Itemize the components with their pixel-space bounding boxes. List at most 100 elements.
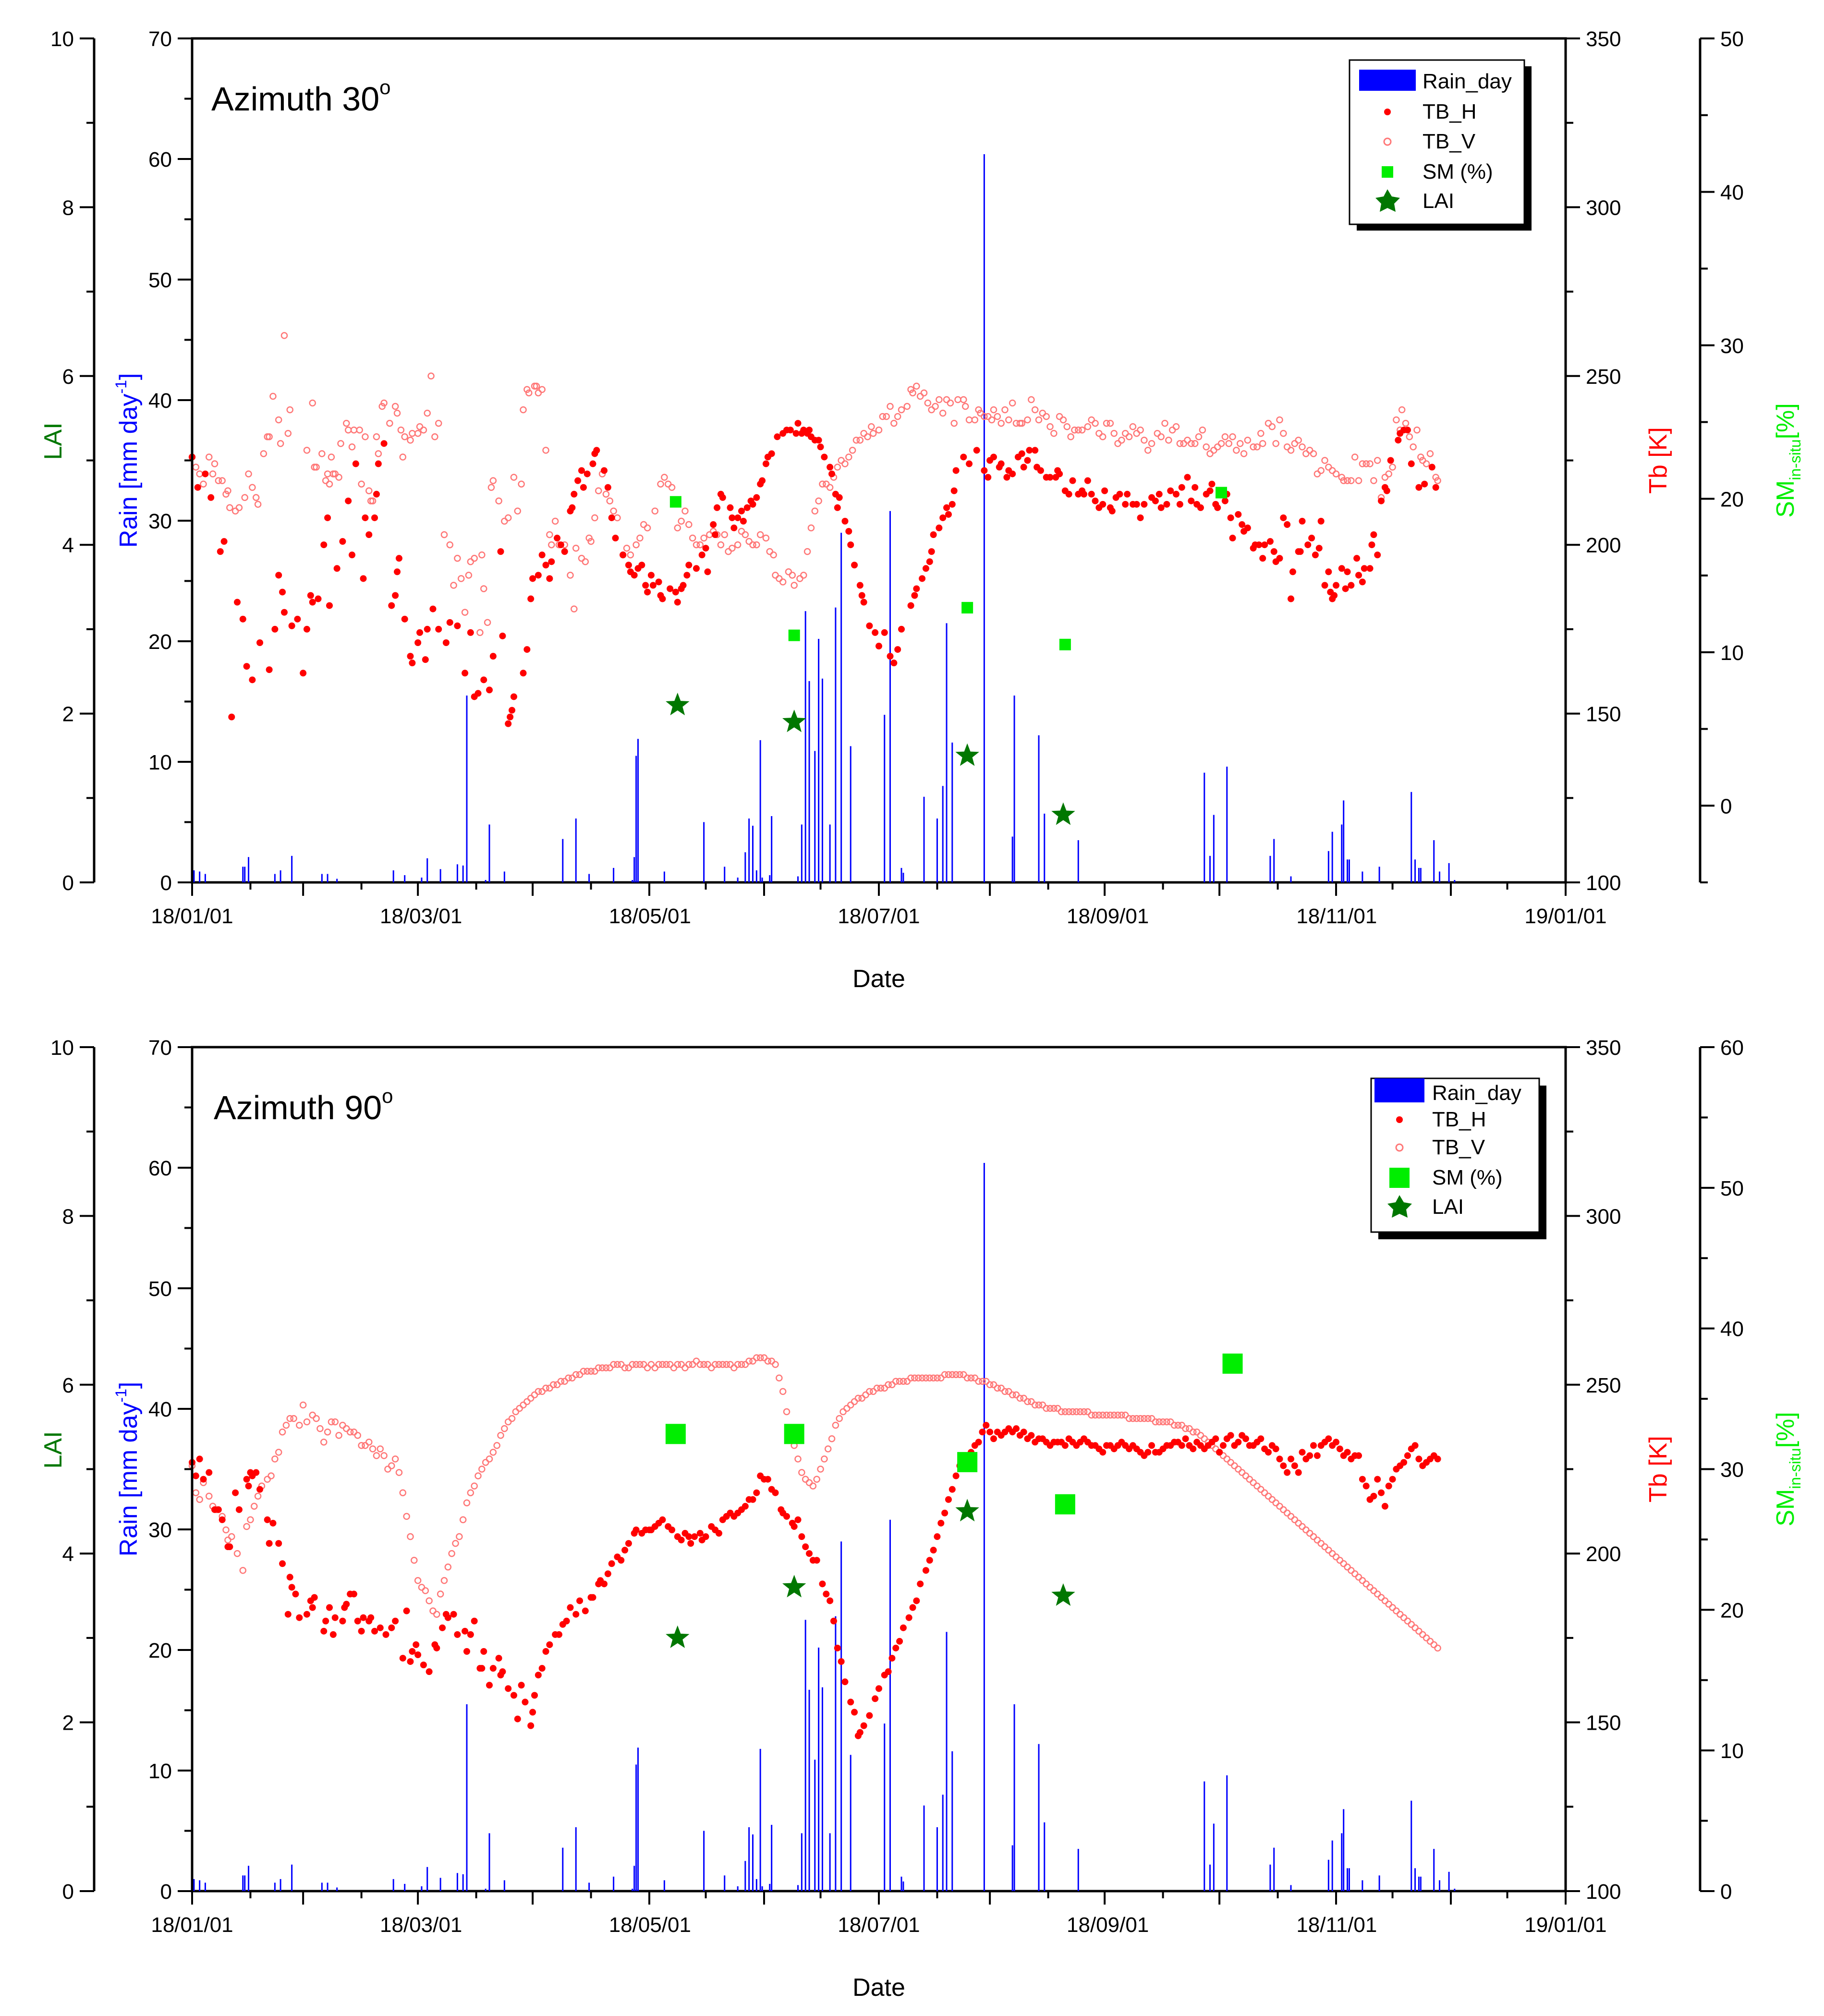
sm-axis-tick-label: 30	[1720, 334, 1744, 358]
tb-v-point	[1313, 1536, 1321, 1544]
tb-h-point	[1288, 595, 1294, 602]
tb-h-point	[505, 720, 512, 727]
tb-v-point	[1172, 423, 1180, 430]
tb-h-point	[567, 1604, 574, 1611]
tb-v-point	[322, 477, 329, 484]
tb-v-point	[399, 453, 407, 461]
date-tick-label: 18/05/01	[609, 1913, 691, 1937]
tb-v-point	[331, 470, 339, 477]
tb-h-point	[876, 1685, 882, 1692]
tb-v-point	[779, 578, 787, 586]
tb-v-point	[1133, 1415, 1140, 1422]
tb-h-point	[1227, 1432, 1234, 1439]
tb-v-point	[971, 416, 979, 424]
tb-v-point	[1099, 433, 1107, 440]
tb-v-point	[1257, 430, 1265, 437]
lai-axis-tick-label: 6	[62, 1374, 74, 1397]
tb-h-point	[497, 548, 504, 555]
tb-v-point	[324, 1428, 331, 1436]
tb-v-point	[939, 409, 947, 417]
tb-v-point	[802, 1476, 809, 1483]
tb-v-point	[1317, 1539, 1325, 1547]
tb-h-point	[794, 1516, 802, 1523]
tb-v-point	[681, 507, 689, 515]
tb-v-point	[852, 437, 860, 444]
tb-h-point	[856, 1729, 863, 1736]
tb-v-point	[1370, 1587, 1377, 1594]
tb-v-point	[1148, 1415, 1155, 1422]
tb-v-point	[1265, 1492, 1272, 1500]
tb-v-point	[440, 1577, 448, 1584]
tb-v-point	[369, 1445, 377, 1453]
tb-v-point	[484, 619, 491, 626]
tb-h-point	[704, 568, 711, 575]
tb-h-point	[593, 447, 600, 454]
tb-v-point	[1039, 1401, 1046, 1409]
tb-v-point	[1423, 460, 1430, 467]
tb-v-point	[877, 1384, 885, 1392]
tb-v-point	[377, 1445, 384, 1453]
rain-axis-tick-label: 10	[148, 751, 172, 774]
tb-h-point	[489, 653, 497, 660]
tb-h-point	[856, 582, 863, 589]
tb-v-point	[1336, 1557, 1344, 1564]
tb-h-point	[952, 467, 960, 474]
tb-h-point	[226, 1543, 233, 1551]
tb-v-point	[961, 403, 969, 410]
tb-h-point	[288, 1584, 295, 1591]
tb-h-point	[529, 1709, 536, 1716]
tb-h-point	[749, 501, 756, 508]
tb-v-point	[1242, 1472, 1250, 1479]
legend-marker-lai	[1387, 1195, 1412, 1218]
tb-v-point	[1063, 423, 1071, 430]
tb-v-point	[1389, 1604, 1396, 1611]
tb-h-point	[1299, 1449, 1306, 1456]
tb-h-point	[467, 1631, 474, 1638]
tb-h-point	[286, 1574, 293, 1581]
rain-axis-tick-label: 30	[148, 510, 172, 533]
tb-v-point	[768, 1357, 775, 1365]
tb-h-point	[674, 599, 681, 606]
tb-v-point	[1199, 426, 1206, 434]
tb-h-point	[1046, 474, 1054, 481]
tb-v-point	[644, 524, 651, 532]
tb-h-point	[1219, 1442, 1227, 1449]
tb-h-point	[315, 595, 322, 602]
tb-v-point	[446, 541, 453, 549]
tb-h-point	[930, 531, 937, 538]
tb-v-point	[313, 1415, 320, 1422]
tb-v-point	[819, 480, 826, 488]
tb-v-point	[431, 433, 438, 440]
tb-v-point	[749, 1357, 756, 1365]
tb-h-point	[275, 572, 282, 579]
tb-h-point	[909, 1604, 916, 1611]
tb-h-point	[1308, 535, 1315, 542]
tb-h-point	[392, 1617, 399, 1625]
tb-h-point	[1289, 568, 1296, 575]
tb-v-point	[967, 1374, 975, 1381]
tb-v-point	[518, 480, 525, 488]
tb-v-point	[1231, 1462, 1238, 1469]
tb-h-point	[571, 490, 578, 498]
tb-v-point	[700, 534, 707, 542]
tb-v-point	[271, 1455, 279, 1463]
tb-v-point	[627, 551, 634, 559]
tb-v-point	[640, 1361, 647, 1368]
tb-v-point	[657, 480, 664, 488]
tb-v-point	[794, 1455, 802, 1463]
legend-label-tb-v: TB_V	[1432, 1136, 1485, 1159]
tb-v-point	[838, 457, 845, 464]
tb-v-point	[478, 1466, 486, 1473]
tb-v-point	[1001, 1388, 1009, 1395]
tb-v-point	[762, 534, 770, 542]
tb-v-point	[461, 609, 469, 616]
tb-v-point	[670, 1364, 678, 1371]
tb-h-point	[546, 1641, 553, 1648]
tb-v-point	[875, 426, 883, 434]
tb-v-point	[1184, 437, 1191, 444]
tb-v-point	[839, 1408, 847, 1416]
tb-v-point	[222, 1526, 230, 1534]
tb-v-point	[508, 1415, 516, 1422]
tb-h-point	[1056, 470, 1063, 477]
tb-v-point	[380, 1452, 388, 1459]
